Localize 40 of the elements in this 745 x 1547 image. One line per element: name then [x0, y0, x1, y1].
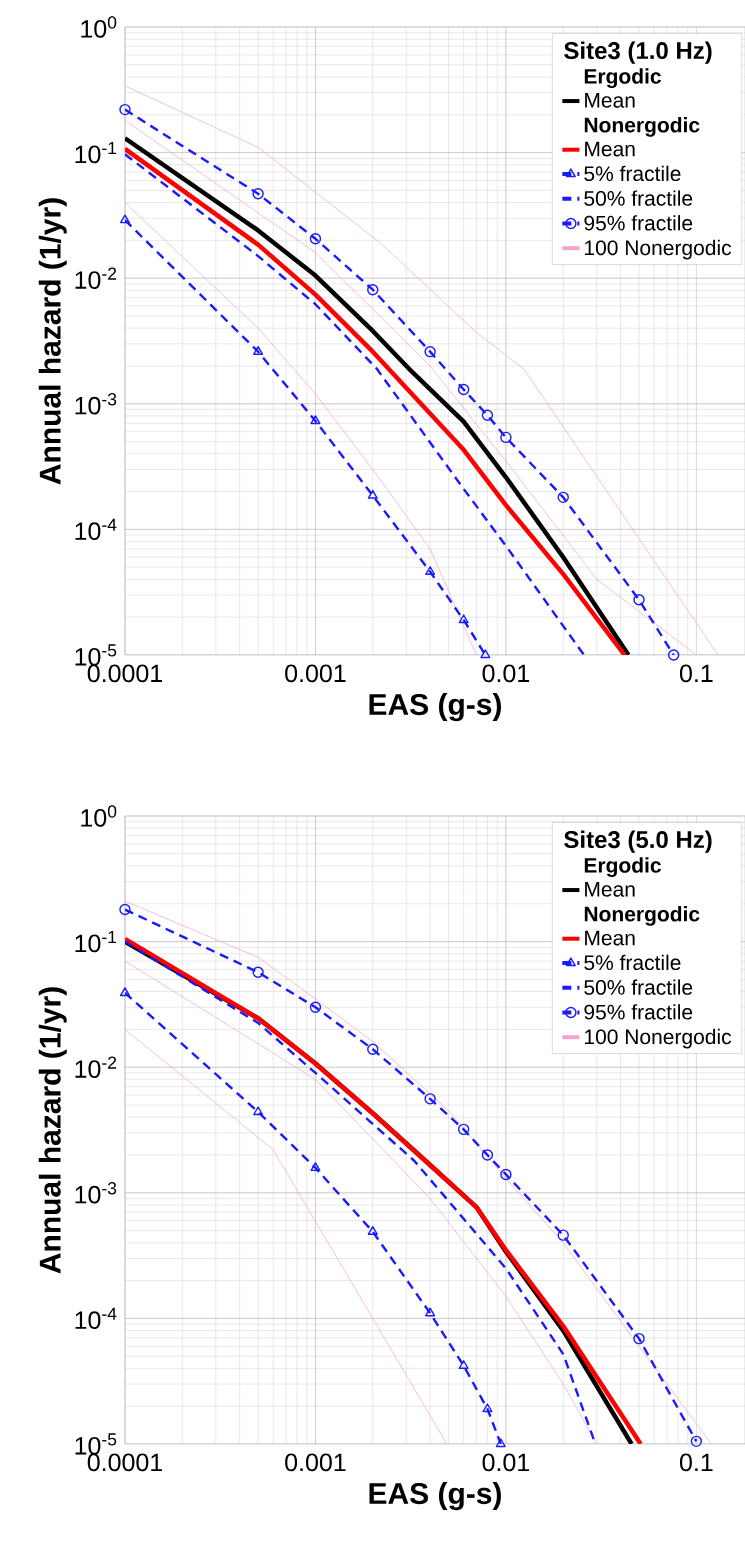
- y-tick-label: 10$^{-1}$: [75, 141, 117, 164]
- legend-title: Site3 (1.0 Hz): [564, 41, 712, 64]
- x-tick-label: 0.0001: [87, 1453, 162, 1472]
- x-tick-label: 0.1: [679, 1453, 713, 1472]
- x-tick-label: 0.0001: [87, 664, 162, 683]
- y-tick-label: 10$^{-1}$: [75, 930, 117, 953]
- annotation: Nonergodic: [584, 906, 700, 926]
- y-axis-title: Annual hazard (1/yr): [38, 987, 67, 1274]
- legend-label: 5% fractile: [584, 165, 681, 182]
- y-tick-label: 10$^{-3}$: [75, 393, 117, 415]
- legend-label: 95% fractile: [584, 1004, 693, 1020]
- legend-label: 50% fractile: [584, 979, 693, 995]
- legend-label: Mean: [585, 141, 635, 157]
- y-axis-title: Annual hazard (1/yr): [38, 198, 67, 485]
- x-tick-label: 0.1: [679, 664, 713, 683]
- x-tick-label: 0.01: [482, 664, 530, 683]
- y-tick-label: 10$^{-2}$: [75, 1056, 117, 1078]
- y-tick-label: 10$^{-2}$: [75, 267, 117, 289]
- x-axis-title: EAS (g-s): [369, 693, 501, 722]
- x-tick-label: 0.001: [285, 664, 346, 683]
- x-tick-label: 0.01: [482, 1453, 530, 1472]
- x-axis-title: EAS (g-s): [369, 1482, 501, 1511]
- y-tick-label: 10$^{-4}$: [75, 518, 117, 541]
- y-tick-label: 10$^{0}$: [81, 16, 117, 38]
- x-tick-label: 0.001: [285, 1453, 346, 1472]
- annotation: Nonergodic: [584, 117, 700, 137]
- legend-label: Mean: [585, 930, 635, 946]
- annotation: Ergodic: [584, 68, 661, 89]
- annotation: Ergodic: [584, 857, 661, 878]
- y-tick-label: 10$^{0}$: [81, 805, 117, 827]
- legend-label: 95% fractile: [584, 215, 693, 231]
- legend-label: 100 Nonergodic: [585, 239, 732, 260]
- legend-label: 100 Nonergodic: [585, 1028, 732, 1049]
- legend-label: 50% fractile: [584, 190, 693, 206]
- legend-label: Mean: [585, 882, 635, 897]
- y-tick-label: 10$^{-4}$: [75, 1307, 117, 1330]
- legend-label: Mean: [585, 93, 635, 108]
- y-tick-label: 10$^{-3}$: [75, 1182, 117, 1204]
- legend-label: 5% fractile: [584, 954, 681, 971]
- legend-title: Site3 (5.0 Hz): [564, 830, 712, 853]
